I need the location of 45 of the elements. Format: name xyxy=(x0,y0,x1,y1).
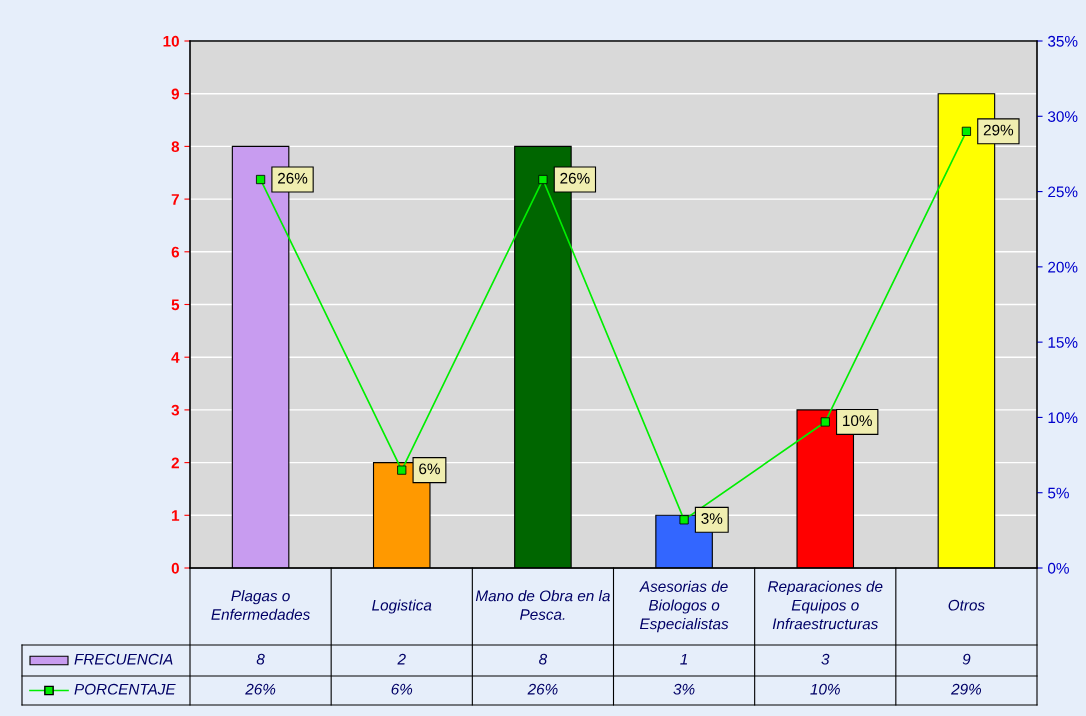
y2-tick-label: 30% xyxy=(1048,111,1078,122)
y2-tick-label: 15% xyxy=(1048,337,1078,348)
x-tick-label: Reparaciones de Equipos o Infraestructuras xyxy=(767,580,883,630)
y2-tick-label: 25% xyxy=(1048,186,1078,198)
data-label: 1 xyxy=(680,653,688,665)
data-label: 2 xyxy=(397,653,406,665)
y2-tick-label: 5% xyxy=(1048,487,1069,499)
data-label: 8 xyxy=(256,653,265,665)
y-tick-label: 6 xyxy=(171,246,180,258)
y-tick-label: 2 xyxy=(171,457,179,469)
text: 29% xyxy=(983,124,1014,136)
y-tick-label: 1 xyxy=(172,510,180,521)
y-tick-label: 5 xyxy=(171,299,180,311)
text: 26% xyxy=(278,172,308,184)
data-label: 26% xyxy=(527,683,558,695)
data-label: 8 xyxy=(539,653,548,665)
y-tick-label: 7 xyxy=(171,194,179,205)
x-tick-label: Asesorias de Biologos o Especialistas xyxy=(639,580,729,633)
x-tick-label: Otros xyxy=(948,599,985,611)
text: 6% xyxy=(419,463,440,475)
y-tick-label: 9 xyxy=(171,88,180,100)
data-label: 26% xyxy=(245,683,276,695)
data-label: 3 xyxy=(821,653,830,665)
y2-tick-label: 10% xyxy=(1048,412,1078,424)
data-label: 3% xyxy=(673,683,695,695)
text: 26% xyxy=(560,172,590,184)
data-label: 29% xyxy=(951,683,982,695)
y-tick-label: 3 xyxy=(171,404,180,416)
y-tick-label: 0 xyxy=(171,562,179,574)
text: 10% xyxy=(843,415,872,427)
x-tick-label: Mano de Obra en la Pesca. xyxy=(475,590,610,620)
x-tick-label: Plagas o Enfermedades xyxy=(211,590,310,620)
y2-tick-label: 20% xyxy=(1048,261,1078,273)
y2-tick-label: 0% xyxy=(1048,562,1069,574)
data-label: 6% xyxy=(391,683,413,695)
y2-tick-label: 35% xyxy=(1048,35,1078,47)
y-tick-label: 8 xyxy=(171,141,180,153)
legend-label: FRECUENCIA xyxy=(74,653,173,665)
data-label: 10% xyxy=(810,683,840,695)
text: 3% xyxy=(701,513,723,524)
y-tick-label: 4 xyxy=(171,352,180,363)
data-label: 9 xyxy=(962,653,971,665)
x-tick-label: Logistica xyxy=(372,599,432,614)
y-tick-label: 10 xyxy=(163,35,179,47)
legend-label: PORCENTAJE xyxy=(74,683,176,695)
